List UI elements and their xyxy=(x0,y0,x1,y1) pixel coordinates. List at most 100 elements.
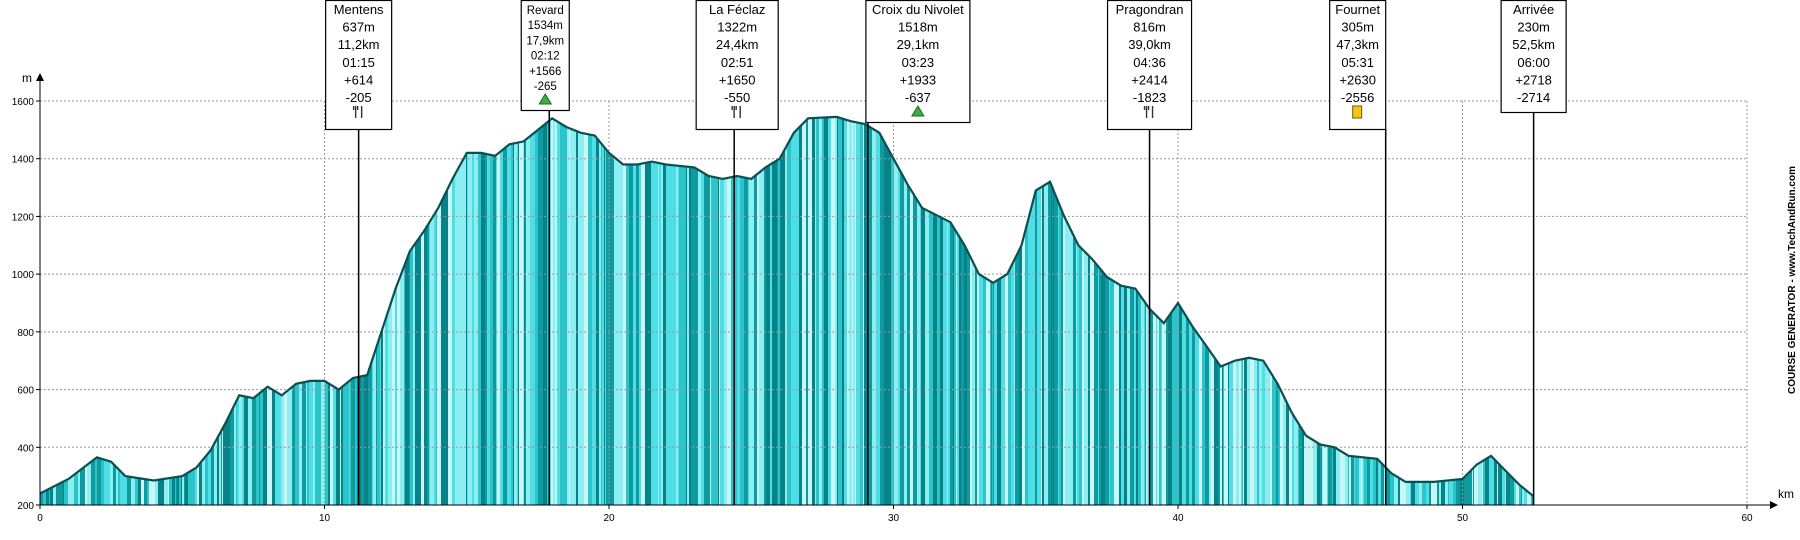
area-stripe xyxy=(513,116,514,505)
area-stripe xyxy=(1615,81,1616,505)
area-stripe xyxy=(1590,81,1594,505)
area-stripe xyxy=(925,116,929,505)
area-stripe xyxy=(234,116,236,505)
area-stripe xyxy=(485,116,487,505)
waypoint-name: Croix du Nivolet xyxy=(872,2,964,17)
area-stripe xyxy=(898,116,899,505)
area-stripe xyxy=(1054,116,1058,505)
y-tick-label: 1600 xyxy=(12,97,35,108)
area-stripe xyxy=(1093,116,1094,505)
area-stripe xyxy=(1105,116,1109,505)
area-stripe xyxy=(1474,116,1478,505)
area-stripe xyxy=(448,116,452,505)
y-axis-arrow xyxy=(36,73,44,81)
area-stripe xyxy=(910,116,913,505)
area-stripe xyxy=(1168,116,1172,505)
area-stripe xyxy=(940,116,943,505)
area-stripe xyxy=(1076,116,1077,505)
area-stripe xyxy=(1743,81,1744,505)
area-stripe xyxy=(1720,81,1721,505)
area-stripe xyxy=(731,116,732,505)
area-stripe xyxy=(219,116,221,505)
area-stripe xyxy=(1254,116,1257,505)
area-stripe xyxy=(349,116,350,505)
area-stripe xyxy=(400,116,404,505)
area-stripe xyxy=(1228,116,1229,505)
area-stripe xyxy=(1485,116,1489,505)
area-stripe xyxy=(1286,116,1289,505)
area-stripe xyxy=(1118,116,1119,505)
area-stripe xyxy=(874,116,876,505)
area-stripe xyxy=(1701,81,1704,505)
area-stripe xyxy=(434,116,436,505)
area-stripe xyxy=(230,116,234,505)
area-stripe xyxy=(636,116,639,505)
area-stripe xyxy=(957,116,959,505)
area-stripe xyxy=(491,116,493,505)
area-stripe xyxy=(1502,116,1505,505)
area-stripe xyxy=(110,116,113,505)
area-stripe xyxy=(1061,116,1063,505)
area-stripe xyxy=(1019,116,1022,505)
area-stripe xyxy=(346,116,349,505)
area-stripe xyxy=(1233,116,1236,505)
area-stripe xyxy=(364,116,368,505)
area-stripe xyxy=(569,116,570,505)
area-stripe xyxy=(1162,116,1166,505)
area-stripe xyxy=(1276,116,1278,505)
area-stripe xyxy=(748,116,749,505)
area-stripe xyxy=(74,116,78,505)
area-stripe xyxy=(441,116,445,505)
area-stripe xyxy=(197,116,199,505)
area-stripe xyxy=(1153,116,1156,505)
area-stripe xyxy=(831,116,835,505)
area-stripe xyxy=(129,116,131,505)
area-stripe xyxy=(223,116,227,505)
area-stripe xyxy=(567,116,569,505)
area-stripe xyxy=(1433,116,1437,505)
waypoint-name: Fournet xyxy=(1335,2,1380,17)
area-stripe xyxy=(1576,81,1578,505)
area-stripe xyxy=(257,116,259,505)
area-stripe xyxy=(819,116,822,505)
x-tick-label: 40 xyxy=(1172,513,1184,524)
area-stripe xyxy=(1209,116,1211,505)
area-stripe xyxy=(1675,81,1678,505)
area-stripe xyxy=(1439,116,1441,505)
area-stripe xyxy=(1289,116,1292,505)
area-stripe xyxy=(1620,81,1623,505)
area-stripe xyxy=(802,116,806,505)
area-stripe xyxy=(248,116,251,505)
area-stripe xyxy=(467,116,468,505)
area-stripe xyxy=(530,116,531,505)
area-stripe xyxy=(158,116,162,505)
area-stripe xyxy=(1671,81,1675,505)
area-stripe xyxy=(1266,116,1270,505)
area-stripe xyxy=(113,116,116,505)
area-stripe xyxy=(645,116,649,505)
waypoint-name: La Féclaz xyxy=(709,2,765,17)
area-stripe xyxy=(1179,116,1182,505)
area-stripe xyxy=(806,116,808,505)
area-stripe xyxy=(328,116,330,505)
area-stripe xyxy=(1641,81,1643,505)
area-stripe xyxy=(1349,116,1351,505)
area-stripe xyxy=(325,116,328,505)
y-tick-label: 400 xyxy=(17,443,34,454)
waypoint-loss: -2714 xyxy=(1517,90,1550,105)
area-stripe xyxy=(689,116,691,505)
area-stripe xyxy=(678,116,679,505)
area-stripe xyxy=(1536,81,1539,505)
area-stripe xyxy=(563,116,567,505)
area-stripe xyxy=(961,116,962,505)
area-stripe xyxy=(1472,116,1473,505)
area-stripe xyxy=(967,116,970,505)
area-stripe xyxy=(1456,116,1460,505)
area-stripe xyxy=(239,116,242,505)
y-tick-label: 1400 xyxy=(12,155,35,166)
area-stripe xyxy=(182,116,184,505)
waypoint-gain: +2414 xyxy=(1131,72,1168,87)
area-stripe xyxy=(116,116,118,505)
area-stripe xyxy=(316,116,318,505)
x-tick-label: 10 xyxy=(319,513,331,524)
